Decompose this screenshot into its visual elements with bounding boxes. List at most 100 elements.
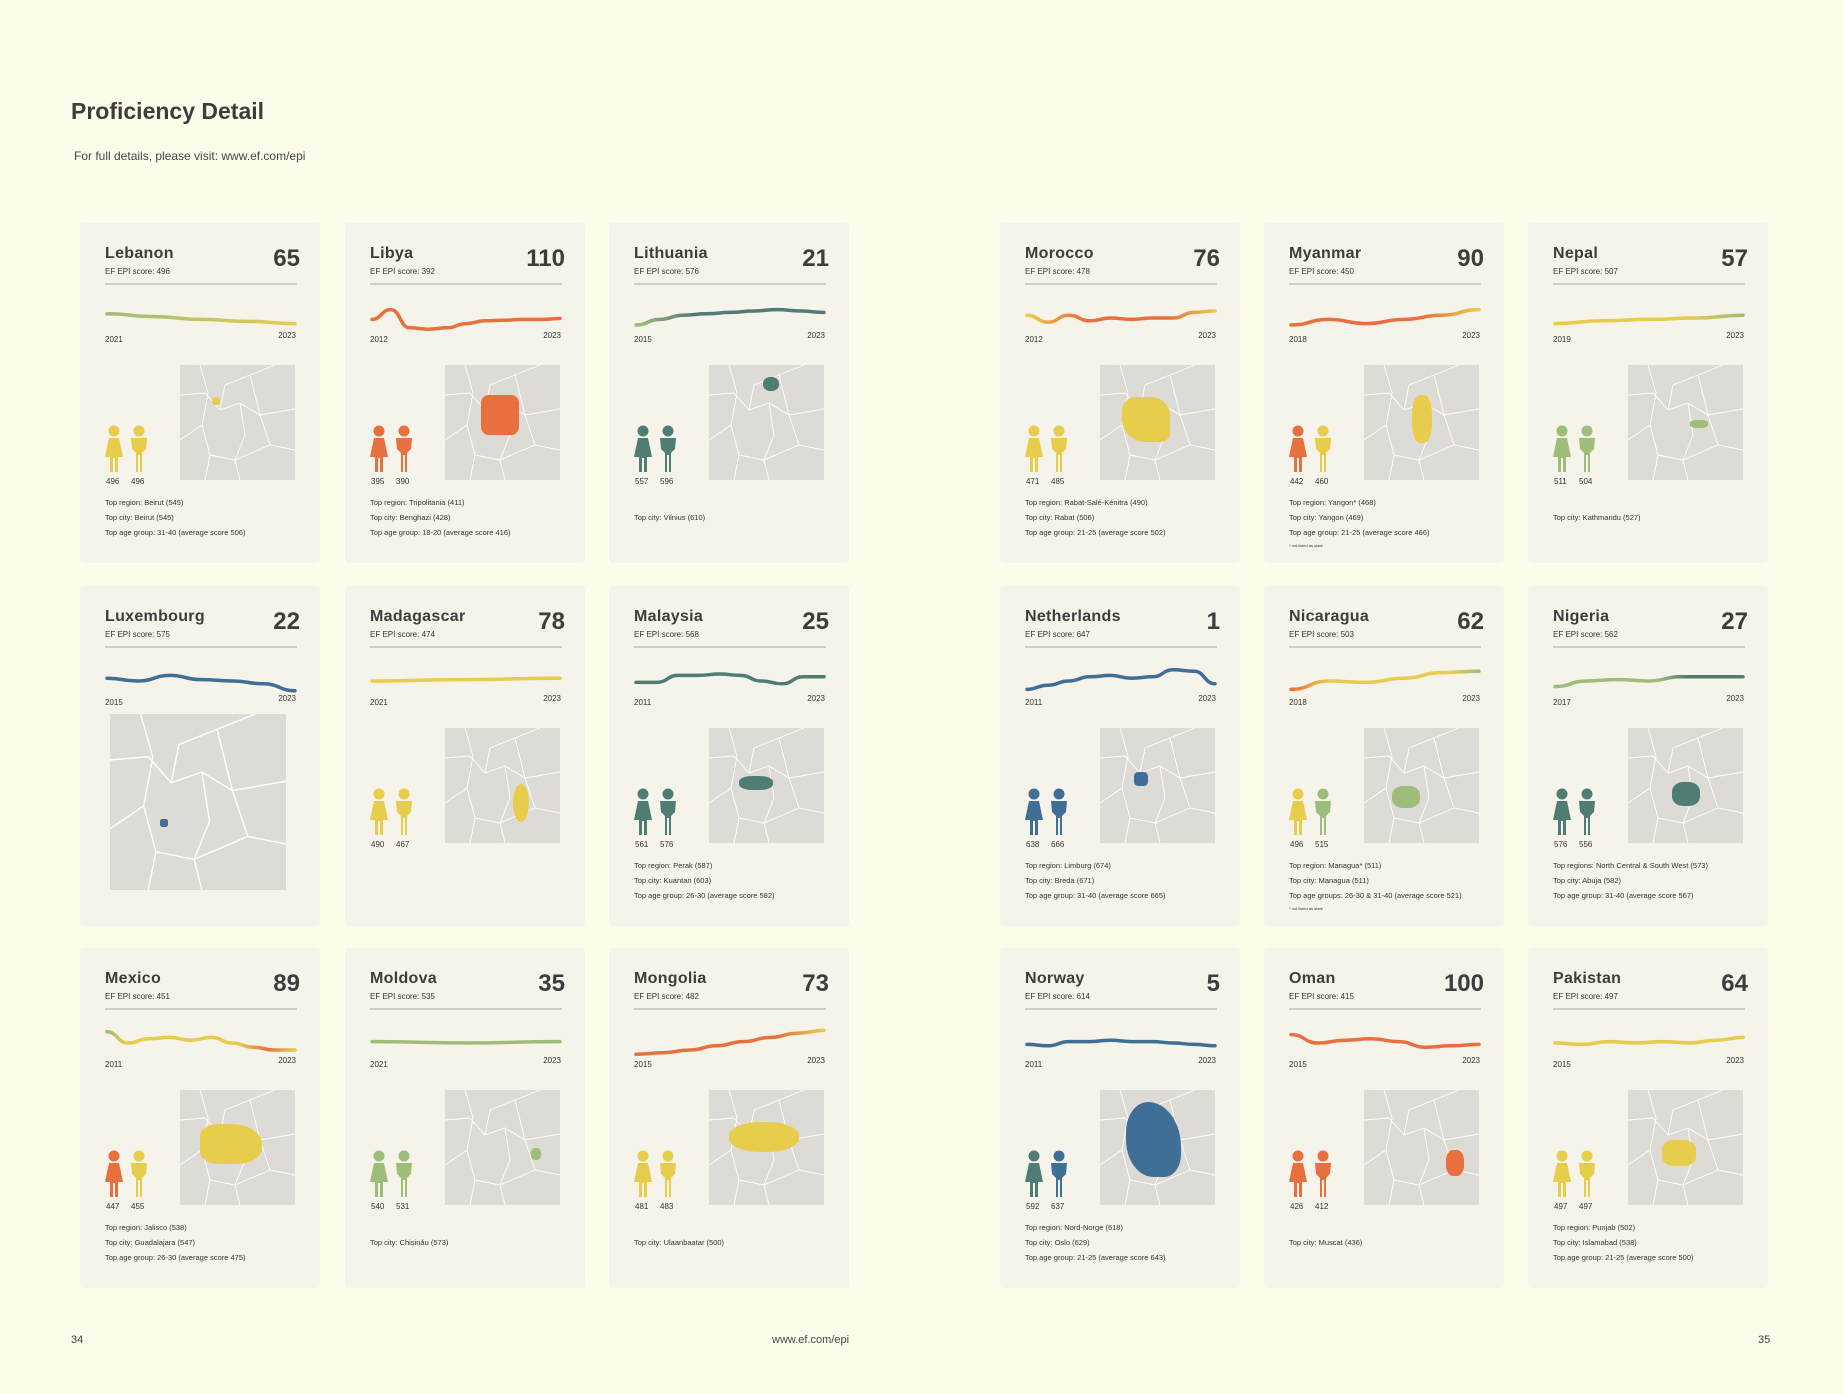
male-icon xyxy=(660,1150,676,1197)
trend-end-year: 2023 xyxy=(807,694,825,703)
epi-score: EF EPI score: 562 xyxy=(1553,630,1618,639)
trend-chart xyxy=(105,312,297,326)
fact-line: Top city: Managua (511) xyxy=(1289,876,1369,885)
divider xyxy=(1025,1008,1217,1010)
male-icon xyxy=(131,425,147,472)
trend-end-year: 2023 xyxy=(543,694,561,703)
map-borders xyxy=(1364,728,1479,843)
country-card-lithuania: Lithuania 21 EF EPI score: 576 2015 2023 557 5… xyxy=(609,223,849,563)
male-icon xyxy=(396,425,412,472)
male-figure xyxy=(129,425,149,473)
country-rank: 21 xyxy=(802,245,829,272)
female-icon xyxy=(1289,788,1307,835)
male-icon xyxy=(1579,1150,1595,1197)
trend-start-year: 2021 xyxy=(370,698,388,707)
trend-line xyxy=(370,676,562,683)
male-icon xyxy=(396,1150,412,1197)
country-highlight xyxy=(513,784,529,822)
trend-chart xyxy=(1025,309,1217,324)
male-icon xyxy=(1315,788,1331,835)
female-figure xyxy=(633,1150,653,1198)
trend-container xyxy=(1553,301,1745,335)
female-icon xyxy=(105,425,123,472)
fact-line: Top city: Muscat (436) xyxy=(1289,1238,1363,1247)
fact-line: Top region: Jalisco (538) xyxy=(105,1223,187,1232)
trend-line xyxy=(634,1028,826,1056)
country-rank: 73 xyxy=(802,970,829,997)
epi-score: EF EPI score: 497 xyxy=(1553,992,1618,1001)
male-score: 531 xyxy=(396,1202,410,1211)
female-figure xyxy=(369,425,389,473)
fact-line: Top regions: North Central & South West … xyxy=(1553,861,1708,870)
female-score: 561 xyxy=(635,840,649,849)
female-icon xyxy=(634,425,652,472)
map-borders xyxy=(180,365,295,480)
country-card-nigeria: Nigeria 27 EF EPI score: 562 2017 2023 576 556… xyxy=(1528,586,1768,926)
fact-line: Top region: Nord-Norge (618) xyxy=(1025,1223,1123,1232)
male-score: 483 xyxy=(660,1202,674,1211)
trend-start-year: 2015 xyxy=(634,335,652,344)
trend-container xyxy=(634,664,826,698)
fact-line: Top city: Breda (671) xyxy=(1025,876,1095,885)
country-map xyxy=(1100,365,1215,480)
country-facts: Top city: Ulaanbaatar (500) xyxy=(634,1235,839,1250)
epi-score: EF EPI score: 568 xyxy=(634,630,699,639)
page-title: Proficiency Detail xyxy=(71,98,265,124)
trend-start-year: 2011 xyxy=(1025,1060,1043,1069)
trend-line xyxy=(105,673,297,693)
country-card-mongolia: Mongolia 73 EF EPI score: 482 2015 2023 481 48… xyxy=(609,948,849,1288)
country-card-oman: Oman 100 EF EPI score: 415 2015 2023 426 412 To… xyxy=(1264,948,1504,1288)
trend-line xyxy=(1553,675,1745,689)
female-score: 490 xyxy=(371,840,385,849)
male-figure xyxy=(394,425,414,473)
epi-score: EF EPI score: 451 xyxy=(105,992,170,1001)
male-score: 460 xyxy=(1315,477,1329,486)
trend-end-year: 2023 xyxy=(1726,331,1744,340)
fact-line: Top region: Perak (587) xyxy=(634,861,713,870)
country-map xyxy=(180,365,295,480)
epi-score: EF EPI score: 450 xyxy=(1289,267,1354,276)
divider xyxy=(105,283,297,285)
footer-url: www.ef.com/epi xyxy=(772,1334,850,1346)
trend-chart xyxy=(634,1028,826,1056)
epi-score: EF EPI score: 415 xyxy=(1289,992,1354,1001)
trend-line xyxy=(1289,669,1481,692)
trend-start-year: 2012 xyxy=(370,335,388,344)
country-facts: Top city: Kathmandu (527) xyxy=(1553,510,1758,525)
country-name: Moldova xyxy=(370,970,437,987)
trend-container xyxy=(1025,1026,1217,1060)
trend-container xyxy=(634,301,826,335)
female-figure xyxy=(1288,788,1308,836)
divider xyxy=(1289,1008,1481,1010)
female-score: 511 xyxy=(1554,477,1567,486)
country-highlight xyxy=(1134,772,1148,786)
trend-container xyxy=(370,1026,562,1060)
divider xyxy=(370,283,562,285)
footnote: * not listed as state xyxy=(1289,906,1323,911)
male-figure xyxy=(1313,788,1333,836)
trend-start-year: 2012 xyxy=(1025,335,1043,344)
trend-chart xyxy=(370,307,562,331)
fact-line: Top region: Tripolitania (411) xyxy=(370,498,465,507)
trend-end-year: 2023 xyxy=(278,1056,296,1065)
trend-container xyxy=(1289,1026,1481,1060)
trend-start-year: 2015 xyxy=(634,1060,652,1069)
fact-line: Top city: Beirut (545) xyxy=(105,513,174,522)
trend-end-year: 2023 xyxy=(807,331,825,340)
country-name: Netherlands xyxy=(1025,608,1121,625)
country-facts: Top regions: North Central & South West … xyxy=(1553,858,1758,903)
divider xyxy=(105,1008,297,1010)
trend-end-year: 2023 xyxy=(807,1056,825,1065)
country-rank: 78 xyxy=(538,608,565,635)
male-score: 497 xyxy=(1579,1202,1593,1211)
trend-chart xyxy=(1025,1038,1217,1048)
country-map xyxy=(445,1090,560,1205)
country-facts: Top city: Vilnius (610) xyxy=(634,510,839,525)
country-card-mexico: Mexico 89 EF EPI score: 451 2011 2023 447 455 T… xyxy=(80,948,320,1288)
trend-chart xyxy=(105,1030,297,1052)
country-name: Pakistan xyxy=(1553,970,1622,987)
trend-container xyxy=(105,301,297,335)
country-name: Mongolia xyxy=(634,970,707,987)
country-map xyxy=(709,1090,824,1205)
country-highlight xyxy=(1412,395,1432,443)
